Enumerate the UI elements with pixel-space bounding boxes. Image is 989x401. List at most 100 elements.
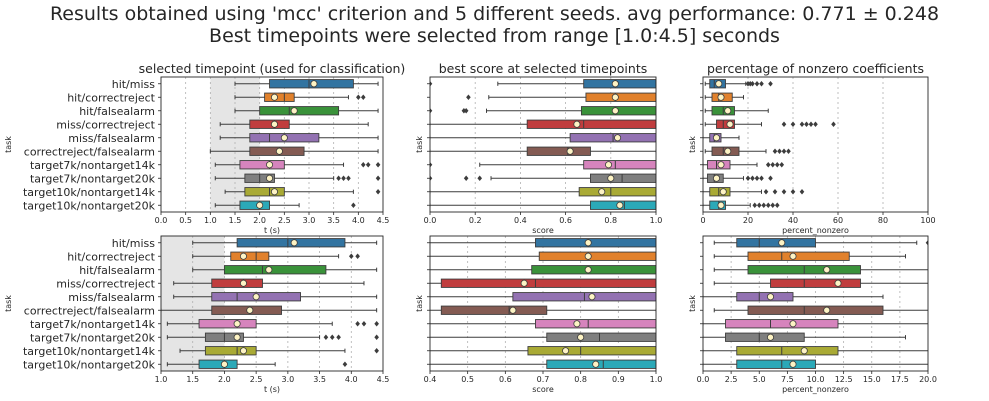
box-target7k-nontarget14k bbox=[430, 160, 656, 170]
category-label: hit/miss bbox=[112, 78, 156, 91]
box-target7k-nontarget14k bbox=[703, 319, 928, 329]
box-hit-falsealarm bbox=[234, 106, 379, 116]
category-label: correctreject/falsealarm bbox=[24, 304, 155, 317]
x-tick-label: 0.5 bbox=[461, 375, 474, 384]
box-miss-falsealarm bbox=[173, 292, 378, 302]
x-tick-label: 4.0 bbox=[345, 375, 358, 384]
mean-marker bbox=[715, 80, 723, 88]
outlier-point bbox=[781, 188, 787, 195]
box-correctreject-falsealarm bbox=[713, 305, 928, 315]
outlier-point bbox=[799, 121, 805, 128]
box-iqr bbox=[527, 346, 656, 356]
category-label: hit/correctreject bbox=[67, 250, 155, 263]
mean-marker bbox=[789, 360, 797, 368]
mean-marker bbox=[611, 107, 619, 115]
box-iqr bbox=[725, 319, 839, 329]
outlier-point bbox=[772, 148, 778, 155]
mean-marker bbox=[717, 201, 725, 209]
box-target10k-nontarget14k bbox=[430, 346, 656, 356]
y-axis-label: task bbox=[415, 295, 424, 312]
mean-marker bbox=[611, 80, 619, 88]
mean-marker bbox=[246, 306, 254, 314]
x-tick-label: 0 bbox=[700, 216, 705, 225]
category-label: miss/correctreject bbox=[56, 277, 155, 290]
mean-marker bbox=[577, 333, 585, 341]
x-tick-label: 12.5 bbox=[835, 375, 853, 384]
box-iqr bbox=[264, 92, 295, 102]
outlier-point bbox=[754, 175, 760, 182]
category-label: target7k/nontarget20k bbox=[30, 331, 156, 344]
box-iqr bbox=[578, 187, 656, 197]
outlier-point bbox=[759, 175, 764, 182]
outlier-point bbox=[765, 202, 771, 209]
mean-marker bbox=[713, 134, 721, 142]
box-hit-miss bbox=[430, 238, 656, 248]
box-hit-correctreject bbox=[234, 92, 366, 102]
box-hit-correctreject bbox=[192, 251, 360, 261]
x-tick-label: 80 bbox=[878, 216, 888, 225]
box-target10k-nontarget14k bbox=[703, 346, 928, 356]
box-miss-correctreject bbox=[704, 119, 836, 129]
box-target10k-nontarget20k bbox=[703, 359, 928, 369]
box-iqr bbox=[198, 359, 238, 369]
box-iqr bbox=[239, 200, 270, 210]
mean-marker bbox=[509, 306, 517, 314]
outlier-point bbox=[768, 80, 773, 87]
axes-frame bbox=[160, 76, 384, 213]
box-hit-falsealarm bbox=[713, 265, 928, 275]
mean-marker bbox=[270, 120, 278, 128]
box-correctreject-falsealarm bbox=[704, 146, 791, 156]
mean-marker bbox=[270, 188, 278, 196]
box-iqr bbox=[211, 278, 263, 288]
y-axis-label: task bbox=[688, 136, 697, 153]
category-label: correctreject/falsealarm bbox=[24, 145, 155, 158]
box-hit-falsealarm bbox=[704, 106, 769, 116]
box-iqr bbox=[440, 278, 656, 288]
outlier-point bbox=[341, 175, 346, 182]
y-axis-label: task bbox=[688, 295, 697, 312]
outlier-point bbox=[761, 202, 767, 209]
box-miss-falsealarm bbox=[703, 292, 884, 302]
x-tick-label: 1.0 bbox=[204, 216, 217, 225]
x-tick-label: 5.0 bbox=[753, 375, 766, 384]
mean-marker bbox=[290, 107, 298, 115]
box-correctreject-falsealarm bbox=[430, 146, 656, 156]
figure-title-line-1: Results obtained using 'mcc' criterion a… bbox=[49, 3, 940, 25]
outlier-point bbox=[374, 347, 379, 354]
outlier-point bbox=[375, 161, 381, 168]
outlier-point bbox=[765, 161, 771, 168]
box-target10k-nontarget14k bbox=[224, 187, 381, 197]
outlier-point bbox=[329, 334, 335, 341]
box-miss-falsealarm bbox=[430, 133, 656, 143]
y-axis-label: task bbox=[415, 136, 424, 153]
outlier-point bbox=[365, 161, 371, 168]
outlier-point bbox=[750, 80, 755, 87]
box-iqr bbox=[239, 160, 285, 170]
box-target10k-nontarget14k bbox=[703, 187, 805, 197]
mean-marker bbox=[616, 201, 624, 209]
x-tick-label: 40 bbox=[788, 216, 798, 225]
outlier-point bbox=[463, 175, 469, 182]
box-iqr bbox=[259, 106, 340, 116]
mean-marker bbox=[280, 134, 288, 142]
box-iqr bbox=[583, 160, 656, 170]
box-target10k-nontarget14k bbox=[179, 346, 379, 356]
mean-marker bbox=[584, 266, 592, 274]
box-target10k-nontarget20k bbox=[430, 200, 656, 210]
outlier-point bbox=[374, 334, 379, 341]
outlier-point bbox=[777, 148, 782, 155]
box-hit-correctreject bbox=[713, 251, 906, 261]
x-tick-label: 0.0 bbox=[424, 216, 437, 225]
outlier-point bbox=[463, 107, 469, 114]
mean-marker bbox=[789, 252, 797, 260]
box-iqr bbox=[526, 119, 656, 129]
outlier-point bbox=[750, 175, 755, 182]
mean-marker bbox=[726, 120, 734, 128]
outlier-point bbox=[355, 320, 360, 327]
x-tick-label: 0.6 bbox=[499, 375, 512, 384]
outlier-point bbox=[342, 361, 348, 368]
box-iqr bbox=[546, 332, 656, 342]
x-tick-label: 2.5 bbox=[278, 216, 291, 225]
box-target10k-nontarget20k bbox=[166, 359, 348, 369]
box-iqr bbox=[585, 92, 656, 102]
